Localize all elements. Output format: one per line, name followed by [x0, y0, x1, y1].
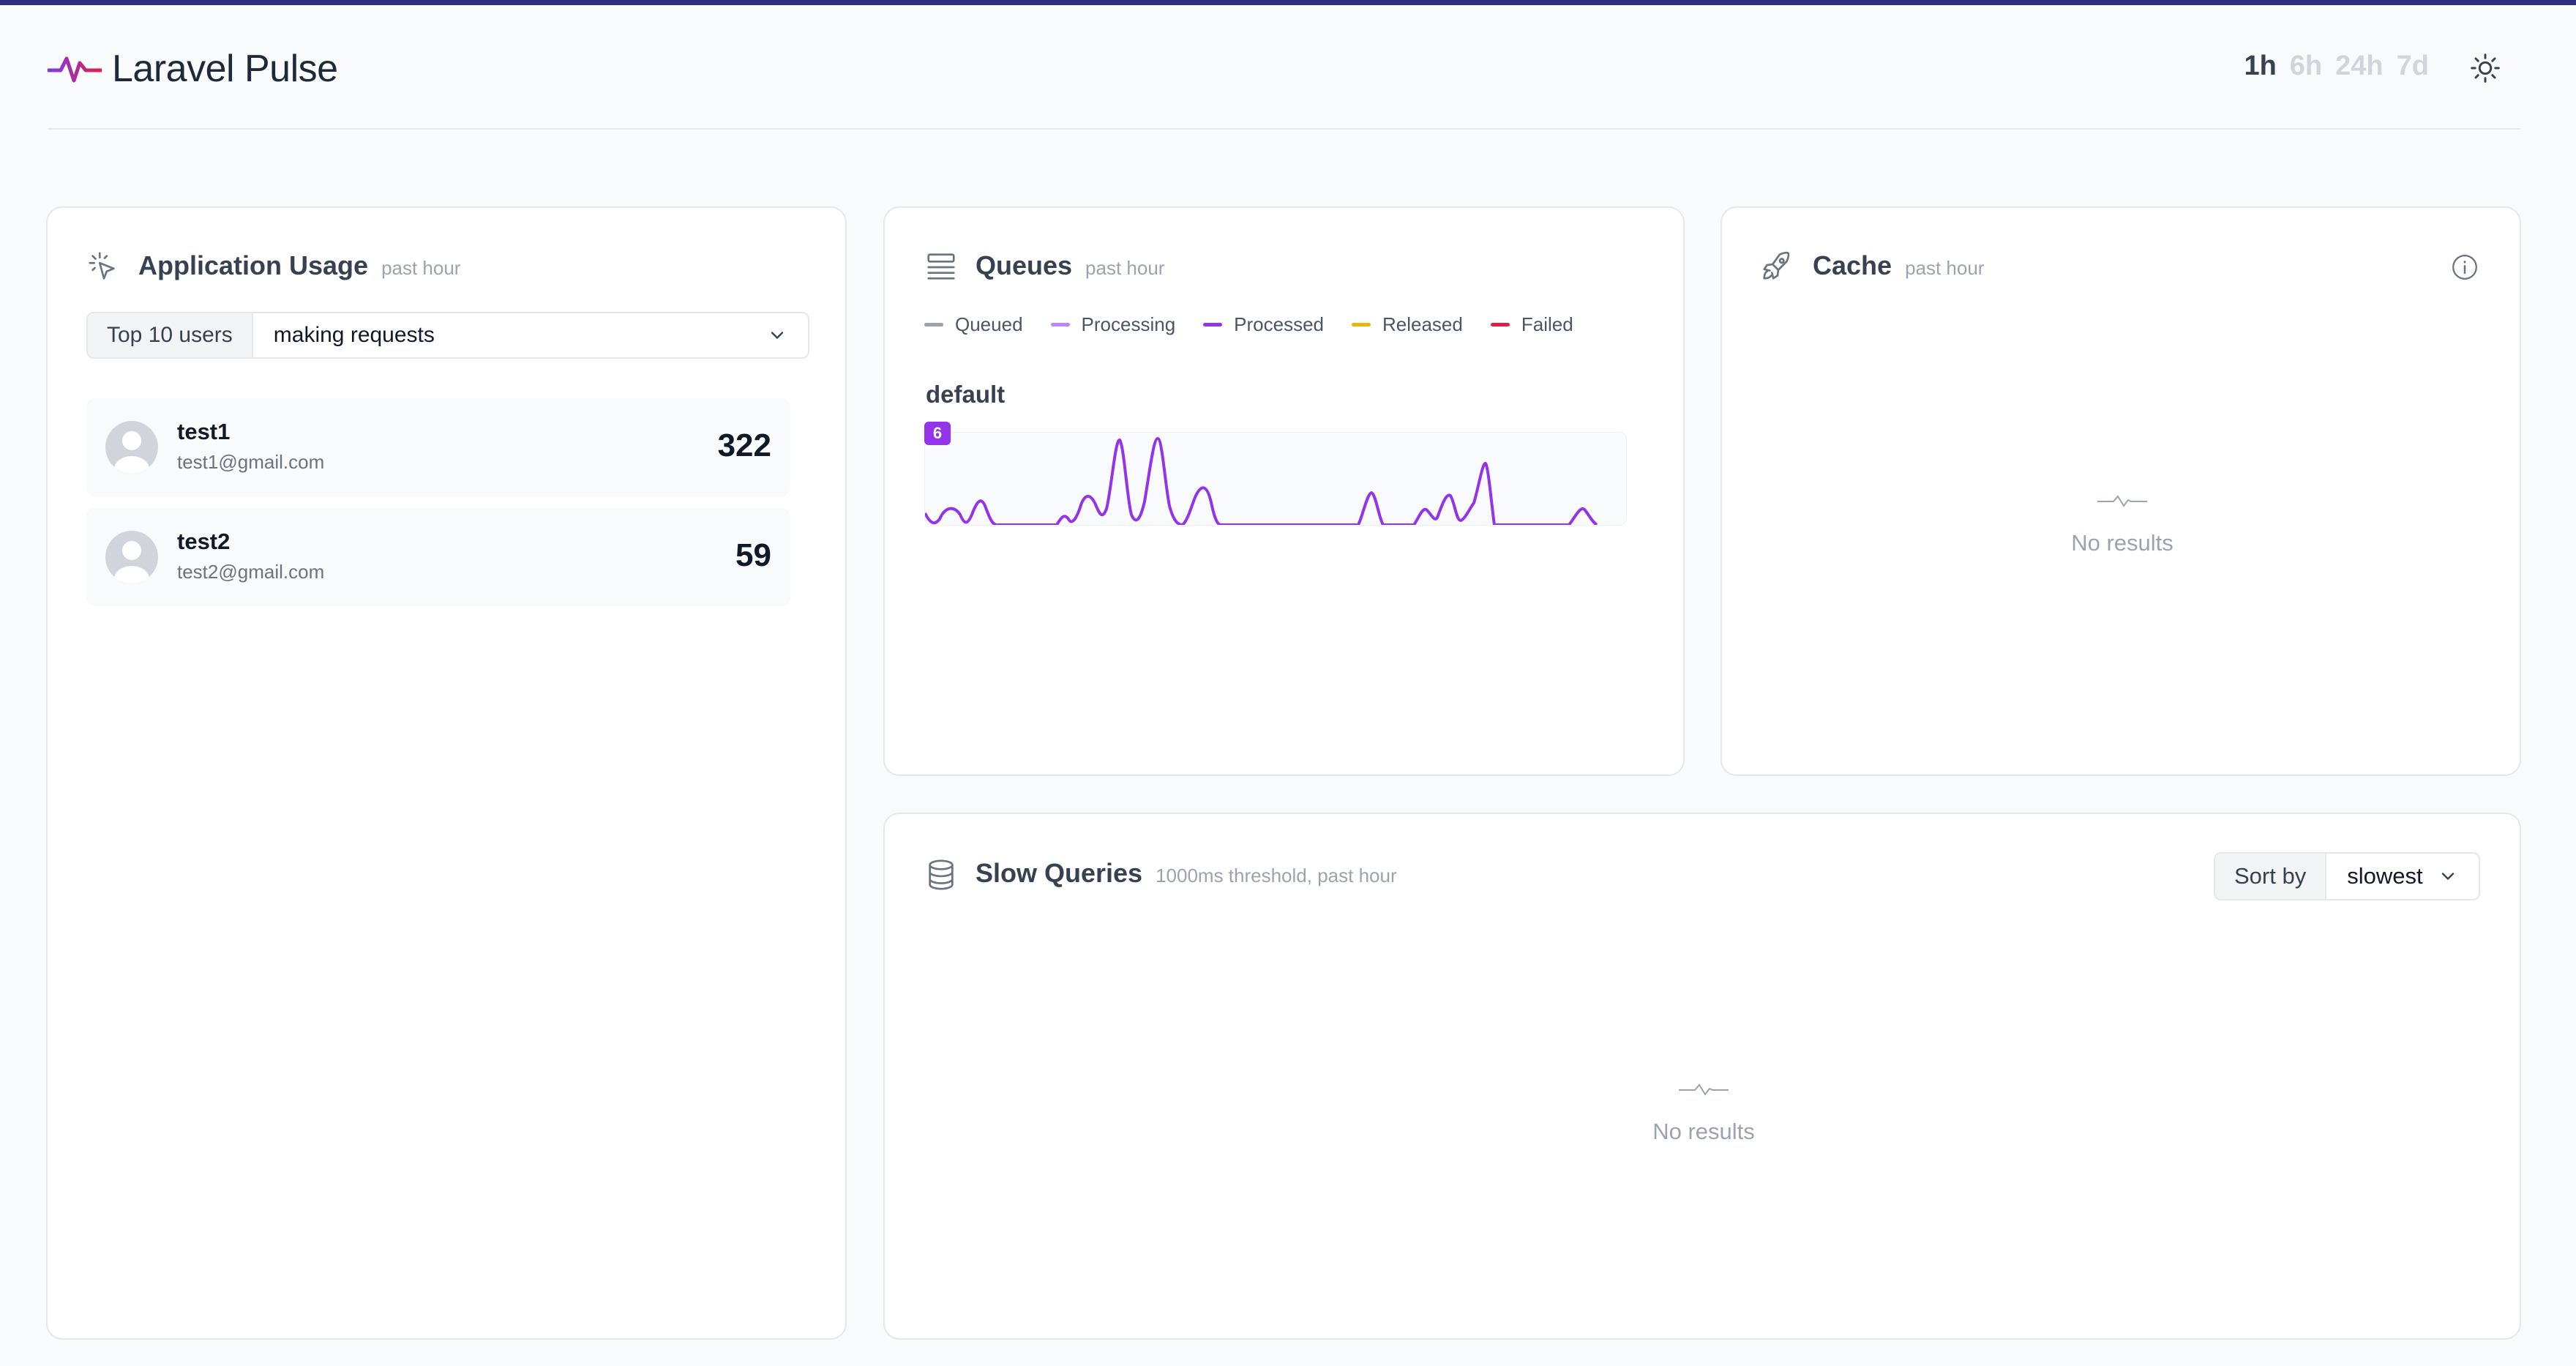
chevron-down-icon: [771, 332, 784, 340]
user-row: test2 test2@gmail.com 59: [86, 508, 790, 606]
pulse-empty-icon: [1679, 1083, 1729, 1096]
legend-failed: Failed: [1490, 313, 1573, 336]
empty-state: No results: [1722, 493, 2523, 556]
user-count: 59: [735, 537, 771, 573]
user-name: test1: [177, 419, 231, 444]
queues-card: Queues past hour Queued Processing Proce…: [883, 206, 1685, 776]
period-24h[interactable]: 24h: [2335, 51, 2384, 81]
cache-card: Cache past hour No results: [1721, 206, 2521, 776]
card-title: Queues: [976, 250, 1073, 280]
queue-chart: [924, 432, 1627, 526]
card-header: Cache past hour: [1813, 250, 1984, 281]
card-title: Cache: [1813, 250, 1892, 280]
avatar: [105, 421, 158, 474]
legend-queued: Queued: [924, 313, 1023, 336]
select-value[interactable]: making requests: [253, 313, 808, 357]
legend-processed: Processed: [1203, 313, 1324, 336]
select-value-text: making requests: [273, 323, 435, 347]
user-count: 322: [717, 428, 771, 463]
chart-max-badge: 6: [924, 422, 951, 445]
empty-state: No results: [885, 1082, 2523, 1145]
pulse-empty-icon: [2097, 495, 2147, 507]
cursor-click-icon: [89, 252, 115, 280]
sort-value-text: slowest: [2347, 863, 2423, 889]
database-icon: [929, 859, 954, 890]
period-selector: 1h 6h 24h 7d: [2244, 51, 2429, 82]
user-name: test2: [177, 529, 231, 554]
select-label: Top 10 users: [88, 313, 253, 357]
top-accent-bar: [0, 0, 2576, 5]
card-subtitle: past hour: [1085, 257, 1165, 279]
usage-type-select[interactable]: Top 10 users making requests: [86, 312, 809, 359]
period-6h[interactable]: 6h: [2289, 51, 2323, 81]
user-email: test1@gmail.com: [177, 451, 325, 473]
user-email: test2@gmail.com: [177, 561, 325, 583]
legend-processing: Processing: [1050, 313, 1175, 336]
card-title: Application Usage: [138, 250, 369, 280]
info-icon[interactable]: [2451, 253, 2479, 281]
queue-list-icon: [927, 253, 955, 280]
chevron-down-icon: [2441, 873, 2455, 881]
sort-label: Sort by: [2215, 854, 2327, 899]
card-title: Slow Queries: [976, 858, 1143, 888]
slow-queries-card: Slow Queries 1000ms threshold, past hour…: [883, 813, 2521, 1340]
period-7d[interactable]: 7d: [2396, 51, 2429, 81]
card-subtitle: 1000ms threshold, past hour: [1156, 865, 1397, 887]
app-title: Laravel Pulse: [112, 48, 338, 90]
sort-value[interactable]: slowest: [2326, 854, 2479, 899]
rocket-icon: [1763, 251, 1790, 280]
avatar: [105, 531, 158, 583]
card-header: Application Usage past hour: [138, 250, 460, 281]
sun-icon[interactable]: [2469, 52, 2501, 84]
period-1h[interactable]: 1h: [2244, 51, 2277, 81]
processed-line: [925, 437, 1598, 525]
card-header: Queues past hour: [976, 250, 1164, 281]
user-row: test1 test1@gmail.com 322: [86, 398, 790, 496]
sort-select[interactable]: Sort by slowest: [2214, 852, 2480, 900]
logo: Laravel Pulse: [48, 47, 338, 91]
card-header: Slow Queries 1000ms threshold, past hour: [976, 858, 1397, 889]
queue-legend: Queued Processing Processed Released Fai…: [924, 313, 1573, 336]
empty-text: No results: [2071, 530, 2174, 556]
card-subtitle: past hour: [381, 257, 461, 279]
card-subtitle: past hour: [1905, 257, 1985, 279]
legend-released: Released: [1352, 313, 1463, 336]
empty-text: No results: [1652, 1119, 1755, 1144]
pulse-logo-icon: [48, 56, 102, 83]
application-usage-card: Application Usage past hour Top 10 users…: [46, 206, 847, 1340]
header: Laravel Pulse 1h 6h 24h 7d: [48, 5, 2520, 130]
queue-name: default: [926, 381, 1006, 408]
